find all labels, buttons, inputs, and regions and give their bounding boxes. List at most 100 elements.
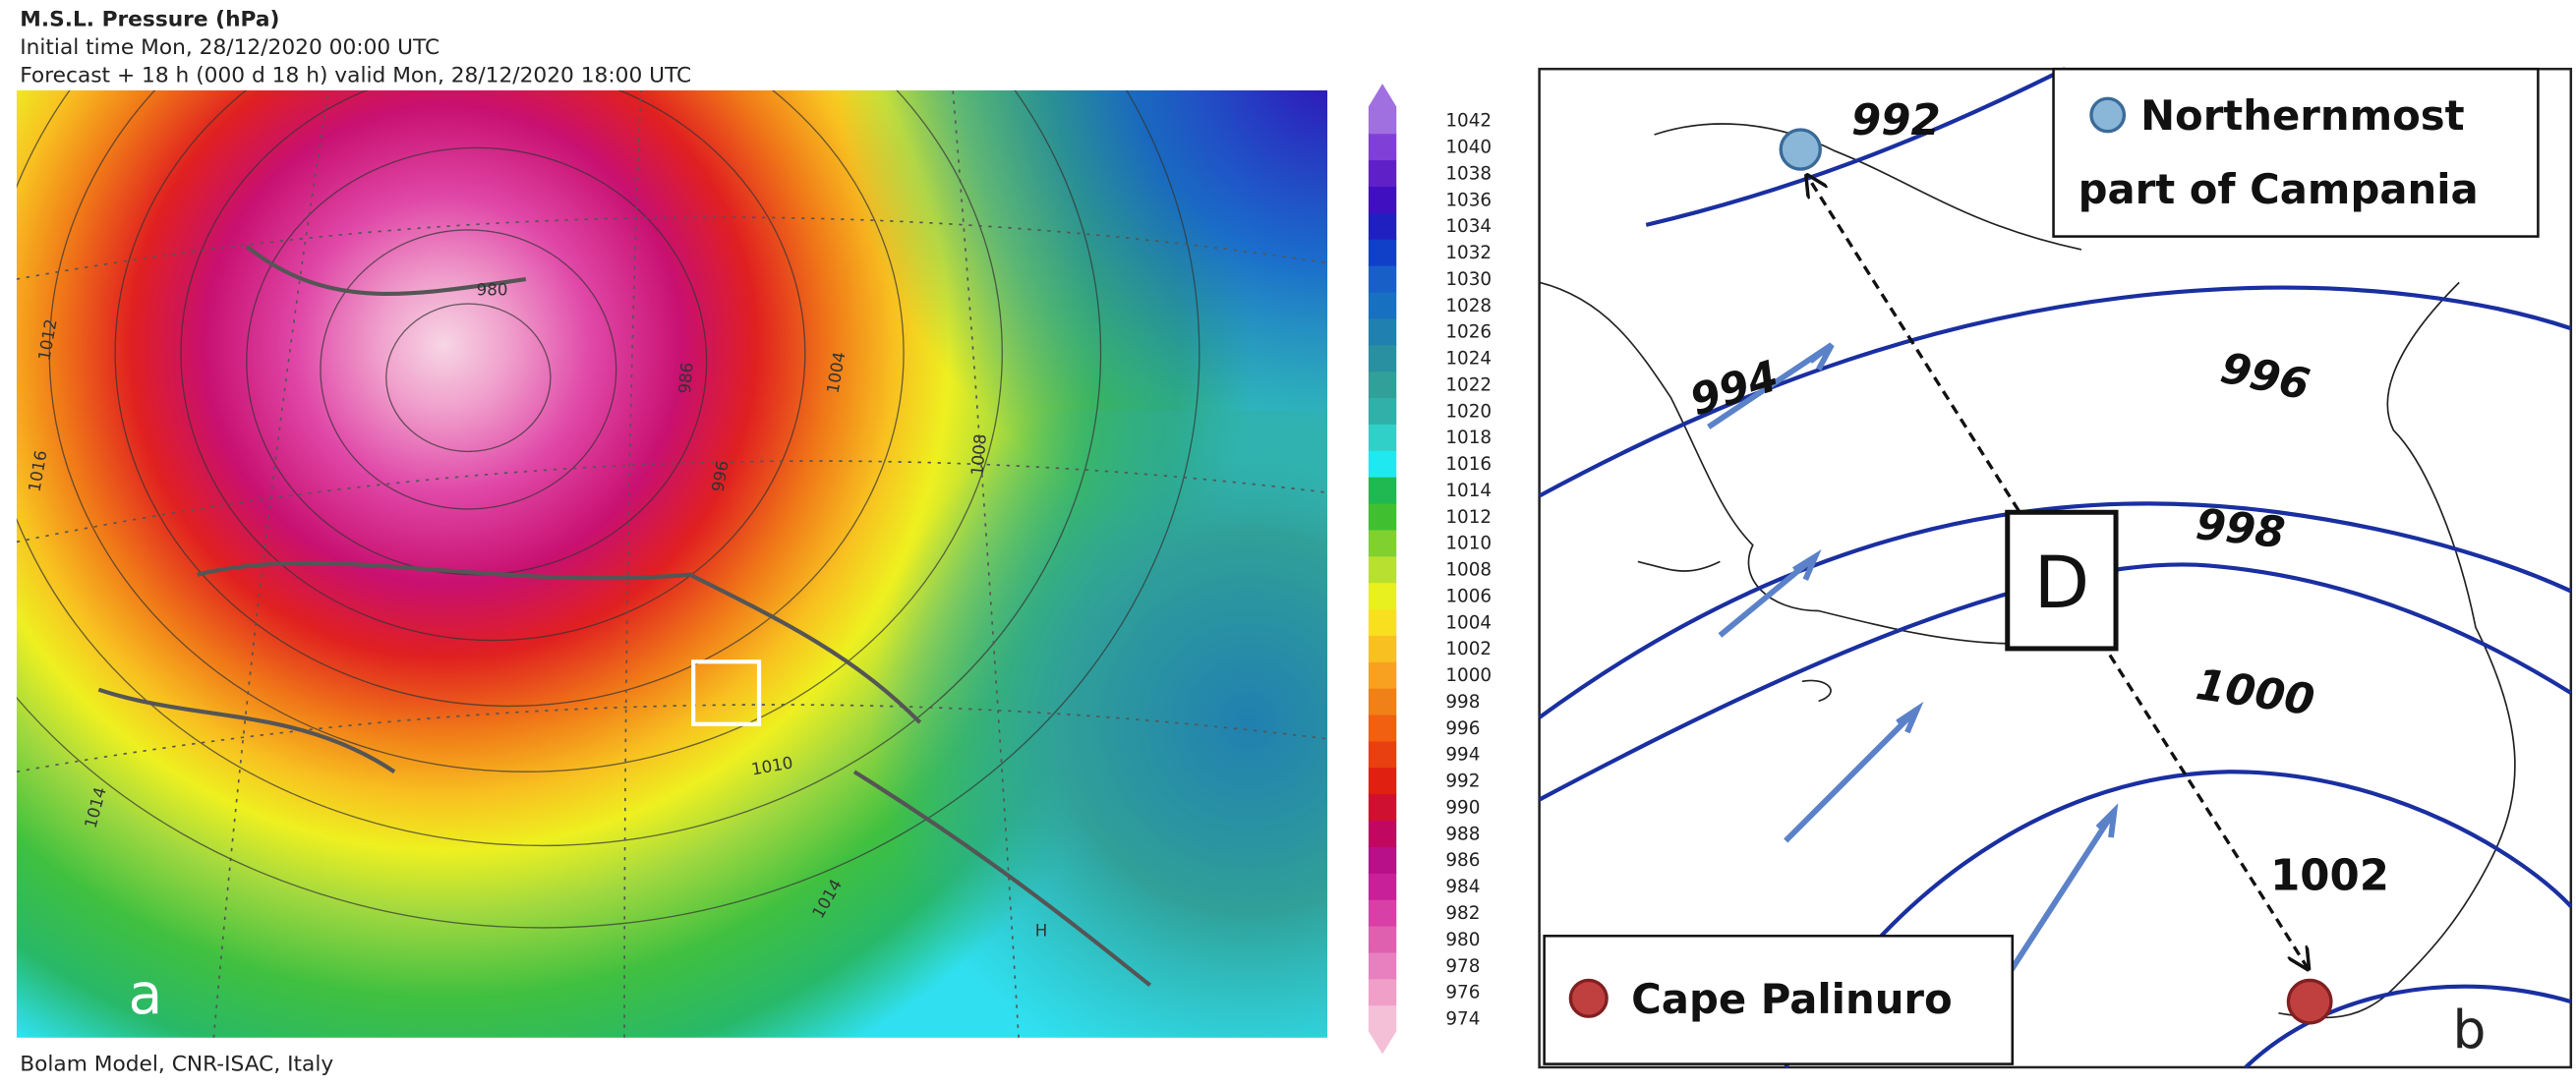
colorbar: 974 976 978 980 982 984 986 988 990 992 994 996 998 1…: [1368, 84, 1492, 1055]
colorbar-segment: [1368, 106, 1397, 135]
colorbar-label: 1010: [1445, 534, 1492, 554]
colorbar-label: 1032: [1445, 243, 1492, 263]
legend-north-box: [2052, 67, 2540, 238]
colorbar-segment: [1368, 740, 1397, 769]
colorbar-label: 1030: [1445, 269, 1492, 290]
colorbar-label: 974: [1445, 1009, 1480, 1030]
center-label: D: [2034, 542, 2090, 625]
colorbar-segment: [1368, 898, 1397, 927]
isobar-label: 1002: [2270, 852, 2389, 901]
colorbar-segment: [1368, 238, 1397, 266]
colorbar-segment: [1368, 582, 1397, 610]
colorbar-segment: [1368, 660, 1397, 689]
colorbar-label: 1000: [1445, 665, 1492, 686]
colorbar-segment: [1368, 159, 1397, 187]
colorbar-segment: [1368, 767, 1397, 795]
contour-label: 1008: [966, 433, 990, 477]
colorbar-label: 990: [1445, 797, 1480, 818]
colorbar-segment: [1368, 371, 1397, 399]
forecast-time: Forecast + 18 h (000 d 18 h) valid Mon, …: [20, 64, 691, 88]
legend-north-text: part of Campania: [2078, 165, 2479, 213]
colorbar-end: [1368, 1031, 1397, 1055]
colorbar-label: 986: [1445, 850, 1480, 871]
initial-time: Initial time Mon, 28/12/2020 00:00 UTC: [20, 35, 439, 60]
colorbar-label: 994: [1445, 745, 1480, 766]
isobar-label: 998: [2194, 500, 2287, 558]
colorbar-segment: [1368, 317, 1397, 346]
colorbar-label: 1016: [1445, 454, 1492, 475]
colorbar-label: 980: [1445, 930, 1480, 950]
colorbar-label: 1004: [1445, 612, 1492, 633]
colorbar-label: 988: [1445, 824, 1480, 844]
colorbar-label: 1020: [1445, 401, 1492, 422]
legend-south-marker: [1568, 978, 1609, 1018]
colorbar-segment: [1368, 133, 1397, 161]
colorbar-label: 1022: [1445, 374, 1492, 395]
study-area-box: [691, 659, 762, 726]
colorbar-segment: [1368, 687, 1397, 715]
colorbar-label: 1024: [1445, 349, 1492, 370]
schematic-panel: D 992 994 996 998 1000 1002 Northernmost…: [1538, 67, 2573, 1069]
colorbar-segment: [1368, 925, 1397, 953]
southeast-area: [853, 410, 1328, 1038]
colorbar-label: 1006: [1445, 586, 1492, 606]
center-box: [2005, 509, 2119, 652]
colorbar-segment: [1368, 264, 1397, 293]
colorbar-label: 984: [1445, 877, 1480, 897]
colorbar-label: 982: [1445, 903, 1480, 924]
colorbar-label: 1042: [1445, 111, 1492, 132]
map-title: M.S.L. Pressure (hPa): [20, 8, 279, 32]
coastline: [1539, 123, 2516, 1019]
colorbar-segment: [1368, 397, 1397, 425]
colorbar-segment: [1368, 529, 1397, 557]
colorbar-segment: [1368, 186, 1397, 213]
colorbar-segment: [1368, 608, 1397, 636]
colorbar-label: 996: [1445, 718, 1480, 739]
colorbar-end: [1368, 84, 1397, 107]
graticule: [16, 89, 1328, 1038]
colorbar-segment: [1368, 1004, 1397, 1033]
colorbar-segment: [1368, 424, 1397, 451]
colorbar-label: 1028: [1445, 296, 1492, 316]
isobar-label: 992: [1851, 96, 1941, 145]
panel-label: a: [128, 962, 162, 1027]
footer: Bolam Model, CNR-ISAC, Italy: [20, 1052, 333, 1076]
colorbar-label: 978: [1445, 956, 1480, 977]
colorbar-segment: [1368, 555, 1397, 584]
colorbar-segment: [1368, 978, 1397, 1006]
colorbar-segment: [1368, 291, 1397, 319]
colorbar-segment: [1368, 476, 1397, 504]
colorbar-label: 1002: [1445, 639, 1492, 659]
north-point: [1779, 128, 1822, 171]
colorbar-label: 1012: [1445, 507, 1492, 528]
colorbar-label: 1014: [1445, 481, 1492, 501]
colorbar-segment: [1368, 846, 1397, 874]
colorbar-segment: [1368, 502, 1397, 531]
colorbar-label: 1038: [1445, 163, 1492, 184]
colorbar-segment: [1368, 714, 1397, 742]
colorbar-label: 998: [1445, 692, 1480, 713]
colorbar-segment: [1368, 449, 1397, 478]
panel-label: b: [2453, 999, 2487, 1060]
colorbar-label: 1008: [1445, 560, 1492, 581]
legend-north-marker: [2089, 96, 2127, 134]
colorbar-label: 1018: [1445, 428, 1492, 448]
colorbar-segment: [1368, 793, 1397, 822]
colorbar-segment: [1368, 951, 1397, 980]
colorbar-label: 976: [1445, 983, 1480, 1003]
colorbar-label: 1036: [1445, 190, 1492, 210]
legend-south-text: Cape Palinuro: [1631, 975, 1953, 1023]
legend-north-text: Northernmost: [2140, 91, 2465, 140]
legend-south-box: [1543, 935, 2015, 1065]
colorbar-label: 1034: [1445, 216, 1492, 237]
coastlines: [97, 244, 1151, 988]
pressure-map: [16, 89, 1328, 1038]
colorbar-segment: [1368, 872, 1397, 900]
colorbar-segment: [1368, 344, 1397, 372]
colorbar-label: 1026: [1445, 322, 1492, 343]
contour-label: 986: [674, 362, 697, 394]
contour-label: H: [1035, 920, 1048, 940]
colorbar-segment: [1368, 212, 1397, 240]
contour-label: 980: [477, 280, 508, 300]
colorbar-segment: [1368, 820, 1397, 847]
